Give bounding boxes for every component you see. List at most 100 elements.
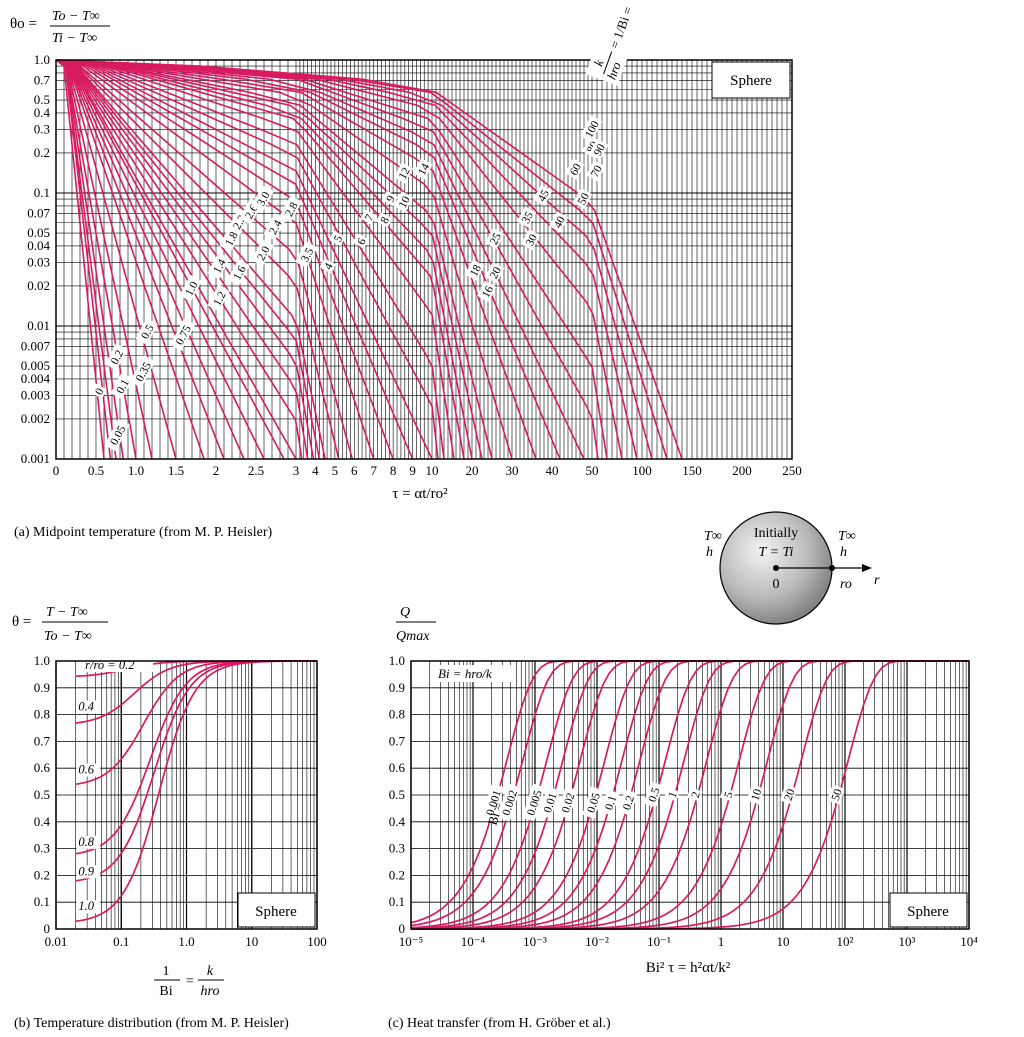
chart-a-curve-1.0: [55, 59, 205, 460]
chart-a-caption: (a) Midpoint temperature (from M. P. Hei…: [14, 525, 272, 540]
chart-a-curve-label-group: 35: [516, 206, 537, 228]
chart-c-curve-label: 1: [667, 790, 680, 799]
chart-a-curve-20: [55, 59, 493, 460]
chart-a-curve-60: [55, 59, 623, 460]
sphere-t-eq: T = Ti: [759, 545, 794, 560]
chart-a-curve-label-group: 45: [532, 184, 553, 206]
chart-a-x-tick: 30: [506, 463, 519, 478]
chart-a-y-tick: 0.02: [27, 278, 50, 293]
chart-c-curve-label: 0.01: [542, 791, 560, 814]
chart-a-curve-2.2: [55, 59, 303, 460]
chart-a-tick-labels: 1.00.70.50.40.30.20.10.070.050.040.030.0…: [21, 52, 802, 478]
chart-a-ylabel-lhs: θo =: [10, 16, 37, 32]
chart-c-curve-label: 5: [723, 790, 736, 799]
chart-a-curve-label-group: 18: [464, 259, 485, 281]
chart-c-y-tick: 0: [399, 921, 406, 936]
chart-a-curve-label-group: 0: [90, 383, 107, 399]
chart-c-x-tick: 10⁻¹: [647, 934, 671, 949]
chart-c-sphere-box: [889, 892, 968, 928]
chart-a-curve-3.5: [55, 59, 340, 460]
chart-b-y-tick: 0.5: [34, 787, 50, 802]
chart-a-x-tick: 250: [782, 463, 802, 478]
chart-a-x-tick: 150: [682, 463, 702, 478]
sphere-h-right: h: [840, 545, 847, 560]
sphere-initially: Initially: [754, 526, 798, 541]
chart-b-xlabel-den2: hro: [201, 984, 220, 999]
chart-a-curve-label: 0: [93, 386, 106, 397]
chart-a-ylabel-den: Ti − T∞: [52, 31, 97, 46]
chart-a-curve-18: [55, 59, 483, 460]
chart-b-xlabel-eq: =: [186, 974, 194, 989]
chart-a-curve-label-group: 20: [484, 261, 505, 283]
chart-a-curve-label: 16: [480, 284, 496, 300]
chart-b-frame: [55, 660, 318, 930]
chart-a-curve-label: 4: [322, 261, 335, 272]
chart-a-frame: [55, 59, 793, 460]
chart-a-curve-35: [55, 59, 561, 460]
chart-c-x-tick: 10⁻⁴: [461, 934, 486, 949]
chart-b-y-tick: 0: [44, 921, 51, 936]
chart-a-curve-label: 35: [520, 210, 536, 226]
chart-c-y-tick: 0.2: [389, 867, 405, 882]
chart-b-ylabel-num: T − T∞: [46, 605, 88, 620]
chart-a-curve-label-group: 60: [564, 158, 585, 180]
chart-a-curve-label-group: 6: [352, 233, 369, 249]
chart-a-curve-label: 5: [332, 234, 345, 245]
chart-c-curve-label-group: 10: [746, 784, 764, 805]
chart-a-x-tick: 2.5: [248, 463, 264, 478]
chart-a-curve-label-group: 5: [329, 230, 346, 247]
chart-a-curve-2.4: [55, 59, 309, 460]
chart-a-curve-label-group: 10: [393, 191, 414, 213]
chart-c-header-box: [434, 665, 514, 682]
chart-a-curve-label: 6: [355, 236, 368, 247]
chart-b-curve: [75, 660, 317, 923]
chart-c-curve-label-group: 0.2: [617, 789, 638, 816]
chart-a-curve-1.6: [55, 59, 265, 460]
chart-c-y-tick: 0.9: [389, 680, 405, 695]
chart-b-curve-label: 0.4: [78, 700, 94, 714]
chart-a-x-tick: 10: [426, 463, 439, 478]
chart-c-bi-label: Bi =: [485, 801, 506, 827]
chart-c-curve-label-group: 0.01: [538, 786, 561, 819]
chart-b-x-tick: 10: [245, 934, 258, 949]
chart-a-curve-label-group: 16: [476, 280, 497, 302]
chart-a-curve-label-group: 40: [548, 211, 569, 233]
chart-a-midpoint-temperature: 00.050.10.20.350.5 0.751.01.21.4 1.61.82.0…: [10, 0, 802, 540]
chart-a-curve-8: [55, 59, 433, 460]
chart-b-y-tick: 0.9: [34, 680, 50, 695]
chart-b-ylabel-lhs: θ =: [12, 614, 31, 630]
chart-a-curve-70: [55, 59, 638, 460]
chart-c-x-tick: 10⁻²: [585, 934, 609, 949]
chart-c-y-tick: 0.7: [389, 733, 406, 748]
chart-b-y-tick: 0.2: [34, 867, 50, 882]
chart-a-curve-label: 8: [379, 215, 392, 226]
chart-a-curve-label: 10: [397, 194, 413, 210]
chart-a-curve-3.0: [55, 59, 326, 460]
chart-a-y-tick: 0.3: [34, 122, 50, 137]
chart-a-y-tick: 0.7: [34, 73, 51, 88]
chart-c-y-tick: 0.3: [389, 841, 405, 856]
chart-a-curve-90: [55, 59, 668, 460]
chart-a-curve-label: 9: [385, 194, 398, 205]
chart-a-y-tick: 0.1: [34, 185, 50, 200]
chart-c-ylabel-den: Qmax: [396, 629, 430, 644]
chart-a-param-top: k: [591, 57, 607, 68]
chart-c-curve-label-group: 2: [687, 787, 703, 802]
chart-a-curve-50: [55, 59, 608, 460]
chart-b-tick-labels: 1.0 0.9 0.8 0.7 0.6 0.5 0.4 0.3 0.2 0.1 00.01 0.1 1.…: [34, 653, 327, 949]
chart-a-curve-label-group: 4: [319, 258, 336, 274]
chart-b-x-tick: 100: [307, 934, 327, 949]
chart-a-y-tick: 0.005: [21, 358, 50, 373]
chart-a-curve-label-group: 50: [572, 187, 593, 209]
chart-a-curve-12: [55, 59, 455, 460]
chart-c-curve-label: 50: [830, 787, 845, 802]
chart-a-curve-2.0: [55, 59, 297, 460]
chart-a-curve-label-group: 70: [585, 160, 606, 182]
chart-a-curve-10: [55, 59, 445, 460]
chart-a-curve-0.2: [55, 59, 124, 460]
chart-a-curve-label-group: 25: [484, 227, 505, 249]
chart-a-curve-label: 30: [524, 232, 540, 248]
chart-c-curve-label-group: 0.1: [600, 789, 620, 816]
chart-a-curve-40: [55, 59, 585, 460]
